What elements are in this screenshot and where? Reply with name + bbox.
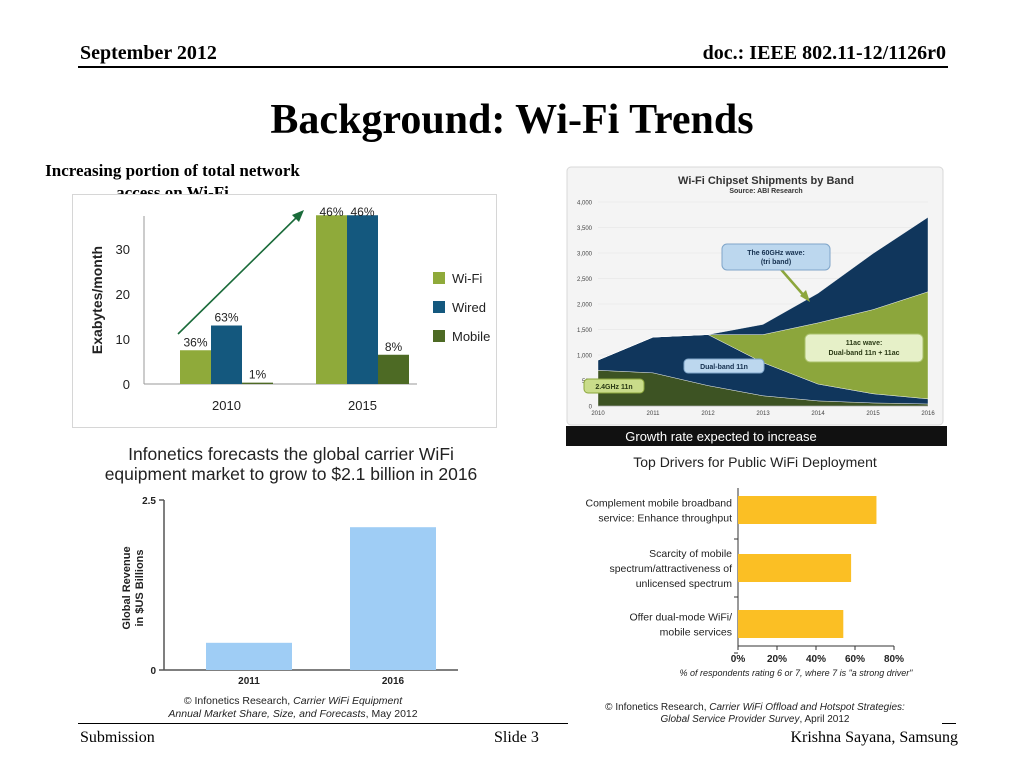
header-rule [78, 66, 948, 68]
chart2-y-tick-label: 3,000 [577, 252, 593, 258]
chart2-subtitle: Source: ABI Research [729, 188, 802, 195]
chart2-y-tick-label: 2,000 [577, 303, 593, 309]
chart4-category-label: Complement mobile broadband [585, 498, 732, 510]
chart1-data-label: 1% [249, 368, 267, 382]
chart1-legend-swatch-wi-fi [433, 272, 445, 284]
chart1-legend-label-mobile: Mobile [452, 329, 490, 344]
chart1-bar-mobile-2010 [242, 383, 273, 384]
chart1-legend-label-wired: Wired [452, 300, 486, 315]
footer-submission: Submission [80, 729, 155, 747]
chart2-annotation-24ghz: 2.4GHz 11n [595, 384, 632, 391]
chart2-y-tick-label: 1,500 [577, 328, 593, 334]
chart3-y-axis-label-line1: Global Revenue [121, 546, 133, 629]
footer-slide-number: Slide 3 [494, 729, 539, 747]
chart2-annotation-11ac-box [805, 334, 923, 362]
chart4-source-prefix: © Infonetics Research, [605, 702, 706, 713]
chart4-bar-1 [738, 496, 876, 524]
chart4-category-label: mobile services [660, 627, 732, 639]
chart2-y-tick-label: 3,500 [577, 226, 593, 232]
chart4-bar-3 [738, 610, 843, 638]
chart1-data-label: 46% [350, 205, 374, 219]
chart3-source-title-b: Annual Market Share, Size, and Forecasts [168, 708, 365, 720]
chart2-x-tick-label: 2016 [921, 411, 935, 417]
footer-author: Krishna Sayana, Samsung [790, 729, 958, 747]
chart2-x-tick-label: 2010 [591, 411, 605, 417]
chart3-y-tick-label: 2.5 [142, 496, 156, 507]
chart3-x-tick-label: 2011 [238, 676, 260, 687]
chart3-source-suffix: , May 2012 [366, 708, 418, 720]
chart4-x-tick-label: 60% [845, 654, 865, 665]
chart4-category-label: spectrum/attractiveness of [609, 563, 732, 575]
chart1-y-tick-label: 0 [123, 377, 130, 392]
chart1-bar-wired-2015 [347, 215, 378, 384]
chart4-bar-2 [738, 554, 851, 582]
chart1-data-label: 8% [385, 340, 403, 354]
chart4-x-tick-label: 20% [767, 654, 787, 665]
chart2-x-tick-label: 2011 [647, 411, 661, 417]
carrier-wifi-revenue-chart: 2.5 0 Global Revenue in $US Billions 2011 201… [118, 488, 462, 692]
chart2-x-tick-label: 2014 [811, 411, 825, 417]
chart1-legend-swatch-mobile [433, 330, 445, 342]
chart1-data-label: 36% [183, 335, 207, 349]
chart4-category-label: Scarcity of mobile [649, 548, 732, 560]
chart1-data-label: 63% [214, 311, 238, 325]
chart4-source-title-a: Carrier WiFi Offload and Hotspot Strateg… [709, 702, 905, 713]
chart4-category-label: Offer dual-mode WiFi/ [629, 612, 732, 624]
footer-rule-right [942, 723, 956, 724]
chart2-x-tick-label: 2013 [756, 411, 770, 417]
chart3-bar-2011 [206, 643, 292, 670]
chart3-source-title-a: Carrier WiFi Equipment [293, 695, 402, 707]
chart3-source-prefix: © Infonetics Research, [184, 695, 290, 707]
chart2-annotation-dualband: Dual-band 11n [700, 364, 748, 371]
chart2-annotation-60ghz-box [722, 244, 830, 270]
chart1-bar-wired-2010 [211, 326, 242, 385]
chart2-y-tick-label: 4,000 [577, 201, 593, 207]
chart1-y-tick-label: 30 [116, 242, 130, 257]
header-doc-id: doc.: IEEE 802.11-12/1126r0 [703, 42, 946, 65]
chart1-legend-label-wi-fi: Wi-Fi [452, 271, 482, 286]
chart2-annotation-11ac-line2: Dual-band 11n + 11ac [828, 350, 899, 357]
chart3-bar-2016 [350, 527, 436, 670]
chart2-annotation-60ghz-line1: The 60GHz wave: [747, 250, 805, 257]
chart1-y-tick-label: 10 [116, 332, 130, 347]
wifi-drivers-chart: Complement mobile broadband service: Enha… [570, 484, 950, 690]
chart1-bar-mobile-2015 [378, 355, 409, 384]
footer-rule [78, 723, 568, 724]
slide-title: Background: Wi-Fi Trends [0, 96, 1024, 144]
chart1-bar-wi-fi-2010 [180, 350, 211, 384]
chart3-x-tick-label: 2016 [382, 676, 405, 687]
chart2-title: Wi-Fi Chipset Shipments by Band [678, 175, 854, 187]
chart2-x-tick-label: 2012 [701, 411, 715, 417]
chart2-annotation-60ghz-line2: (tri band) [761, 259, 791, 266]
chart4-source: © Infonetics Research, Carrier WiFi Offl… [590, 702, 920, 726]
chart4-category-label: unlicensed spectrum [636, 578, 733, 590]
chart4-title: Top Drivers for Public WiFi Deployment [610, 454, 900, 470]
chart4-category-label: service: Enhance throughput [598, 513, 732, 525]
chart2-annotation-11ac-line1: 11ac wave: [846, 340, 883, 347]
chart3-y-tick-label: 0 [150, 666, 156, 677]
chart4-x-tick-label: 0% [731, 654, 746, 665]
chart1-data-label: 46% [319, 205, 343, 219]
chart4-source-title-b: Global Service Provider Survey [661, 714, 800, 725]
chart4-x-tick-label: 40% [806, 654, 826, 665]
chart1-y-axis-label: Exabytes/month [89, 246, 105, 354]
chart1-y-tick-label: 20 [116, 287, 130, 302]
chart1-legend-swatch-wired [433, 301, 445, 313]
chart2-x-tick-label: 2015 [866, 411, 880, 417]
chart3-title: Infonetics forecasts the global carrier … [96, 444, 486, 484]
exabytes-bar-chart: 0 10 20 30 Exabytes/month 36% 63% 1% 2010 46% 46% 8… [72, 194, 497, 428]
chart4-x-axis-label: % of respondents rating 6 or 7, where 7 … [679, 668, 913, 678]
chart1-bar-wi-fi-2015 [316, 215, 347, 384]
chart1-x-tick-label: 2010 [212, 398, 241, 413]
chart1-x-tick-label: 2015 [348, 398, 377, 413]
chart2-footer-text: Growth rate expected to increase [625, 429, 817, 444]
chart3-source: © Infonetics Research, Carrier WiFi Equi… [118, 695, 468, 721]
chart3-y-axis-label-line2: in $US Billions [134, 549, 146, 626]
chart2-y-tick-label: 1,000 [577, 354, 593, 360]
chart4-x-tick-label: 80% [884, 654, 904, 665]
chart2-y-tick-label: 2,500 [577, 277, 593, 283]
chart4-source-suffix: , April 2012 [799, 714, 849, 725]
header-date: September 2012 [80, 42, 217, 65]
